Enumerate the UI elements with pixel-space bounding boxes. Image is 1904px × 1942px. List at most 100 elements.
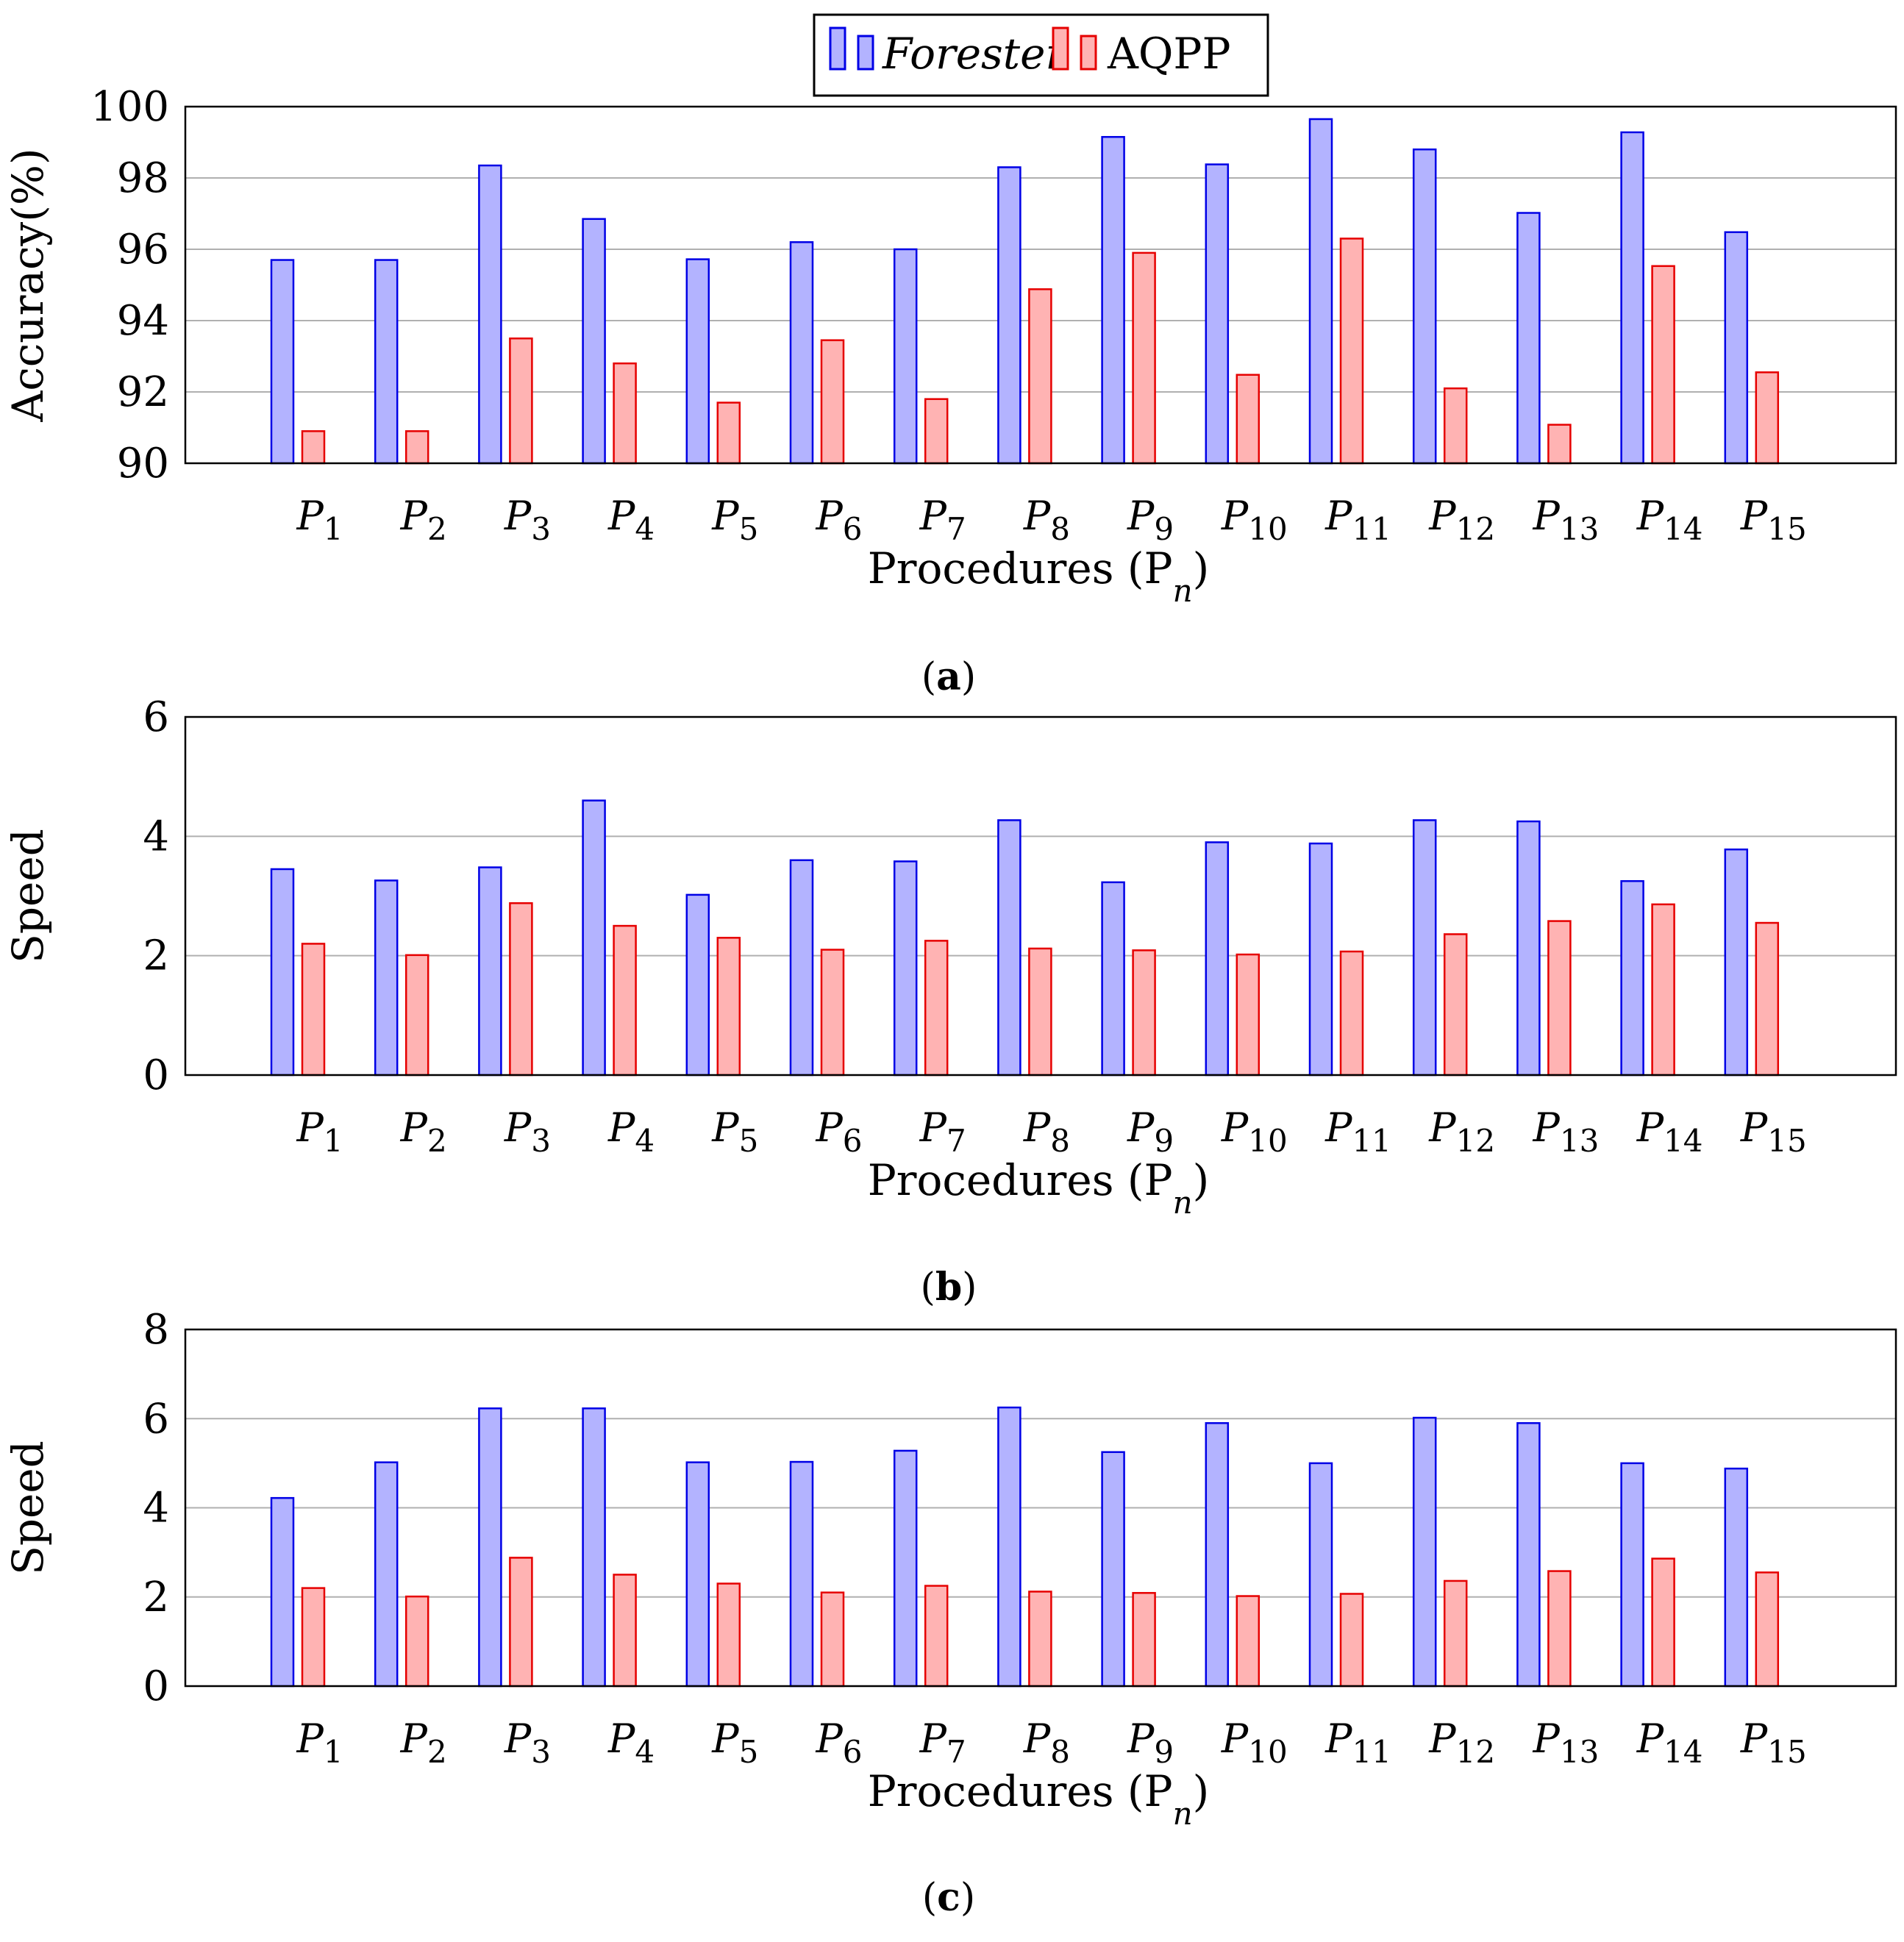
category-prefix: P [296, 493, 324, 539]
panel-a-x-category-label: P4 [607, 493, 655, 547]
category-prefix: P [1428, 1716, 1457, 1762]
category-subscript: 3 [531, 1123, 551, 1159]
category-prefix: P [296, 1104, 324, 1151]
panel-a-bar-forester-p11 [1308, 118, 1333, 465]
panel-c-x-axis-label-main: Procedures (P [868, 1766, 1173, 1816]
panel-c-x-category-label: P6 [815, 1716, 862, 1770]
panel-b-bar-aqpp-p13 [1547, 920, 1572, 1077]
panel-b-x-axis-label-sub: n [1173, 1185, 1193, 1221]
panel-b-x-category-label: P9 [1127, 1104, 1174, 1159]
panel-b-plot-frame [184, 715, 1897, 1077]
category-prefix: P [1023, 1716, 1052, 1762]
panel-b-bar-aqpp-p12 [1443, 933, 1468, 1077]
panel-b-bar-forester-p11 [1308, 842, 1333, 1077]
panel-c-bar-forester-p12 [1412, 1416, 1437, 1688]
panel-a-x-category-label: P2 [400, 493, 447, 547]
panel-a-x-category-label: P7 [919, 493, 966, 547]
panel-c-y-ticks: 0 2 4 6 8 [143, 1306, 169, 1710]
panel-a-bar-aqpp-p11 [1339, 238, 1364, 465]
category-subscript: 6 [843, 1734, 863, 1770]
category-subscript: 5 [739, 1123, 759, 1159]
panel-a-x-axis-label-main: Procedures (P [868, 543, 1173, 593]
panel-b-bars [270, 799, 1780, 1077]
category-subscript: 9 [1154, 1123, 1174, 1159]
panel-b-x-axis-label: Procedures (Pn) [868, 1155, 1210, 1221]
panel-c-bar-forester-p9 [1101, 1451, 1125, 1688]
panel-b-bar-forester-p7 [893, 860, 918, 1077]
panel-c-bar-forester-p2 [374, 1461, 399, 1688]
category-prefix: P [919, 1716, 948, 1762]
panel-c-x-category-label: P10 [1221, 1716, 1288, 1770]
panel-a-x-axis-label: Procedures (Pn) [868, 543, 1210, 609]
category-prefix: P [711, 1104, 740, 1151]
panel-a-bar-forester-p1 [270, 259, 295, 465]
category-subscript: 3 [531, 511, 551, 547]
panel-b-bar-aqpp-p4 [613, 924, 637, 1077]
category-subscript: 8 [1050, 1123, 1070, 1159]
category-subscript: 8 [1050, 511, 1070, 547]
panel-a-y-tick-label: 92 [117, 368, 169, 416]
panel-a-bar-aqpp-p14 [1651, 265, 1675, 465]
panel-b-y-tick-label: 6 [143, 693, 169, 741]
panel-a-bar-forester-p14 [1620, 131, 1644, 465]
category-subscript: 11 [1352, 1123, 1391, 1159]
category-subscript: 13 [1560, 1123, 1599, 1159]
category-prefix: P [815, 493, 844, 539]
category-prefix: P [919, 493, 948, 539]
category-prefix: P [711, 1716, 740, 1762]
category-prefix: P [1533, 493, 1561, 539]
panel-a-bar-aqpp-p8 [1028, 288, 1052, 465]
panel-b-bar-forester-p12 [1412, 819, 1437, 1077]
legend-swatch-forester-2 [857, 35, 874, 71]
panel-b-x-category-label: P5 [711, 1104, 758, 1159]
panel-a-x-axis-label-sub: n [1173, 573, 1193, 609]
panel-a-x-category-label: P11 [1324, 493, 1391, 547]
panel-b-x-category-label: P10 [1221, 1104, 1288, 1159]
panel-c-bar-forester-p5 [685, 1461, 710, 1688]
panel-b-bar-aqpp-p15 [1755, 921, 1780, 1077]
category-subscript: 7 [946, 1734, 966, 1770]
panel-b-bar-forester-p8 [997, 819, 1021, 1077]
panel-a-x-category-label: P6 [815, 493, 862, 547]
category-prefix: P [711, 493, 740, 539]
panel-b-x-category-label: P6 [815, 1104, 862, 1159]
category-subscript: 15 [1767, 511, 1806, 547]
category-prefix: P [815, 1716, 844, 1762]
panel-a-bar-aqpp-p12 [1443, 387, 1468, 465]
category-subscript: 4 [635, 1123, 655, 1159]
panel-b-x-category-label: P2 [400, 1104, 447, 1159]
panel-c-x-category-label: P9 [1127, 1716, 1174, 1770]
panel-c-bar-aqpp-p5 [716, 1582, 741, 1688]
panel-c-bar-forester-p10 [1205, 1422, 1230, 1688]
panel-b-x-category-label: P8 [1023, 1104, 1070, 1159]
panel-c-y-axis-label: Speed [3, 1441, 53, 1575]
panel-c-x-category-label: P2 [400, 1716, 447, 1770]
panel-b-bar-aqpp-p9 [1132, 949, 1156, 1077]
category-prefix: P [607, 1716, 636, 1762]
panel-c-bar-aqpp-p14 [1651, 1557, 1675, 1688]
panel-b-y-tick-label: 2 [143, 932, 169, 980]
panel-c-x-axis-label-sub: n [1173, 1796, 1193, 1832]
panel-c-x-category-label: P11 [1324, 1716, 1391, 1770]
panel-b-bar-aqpp-p1 [301, 943, 326, 1077]
panel-b-caption: (b) [921, 1265, 977, 1310]
category-prefix: P [1221, 1716, 1249, 1762]
category-prefix: P [1127, 493, 1155, 539]
category-subscript: 9 [1154, 511, 1174, 547]
panel-a-caption: (a) [921, 654, 976, 699]
panel-b-bar-forester-p15 [1724, 848, 1749, 1077]
panel-b-caption-letter: b [935, 1265, 962, 1310]
category-prefix: P [504, 493, 532, 539]
category-subscript: 5 [739, 511, 759, 547]
panel-c-bar-forester-p4 [582, 1407, 606, 1688]
legend-label-aqpp: AQPP [1107, 29, 1231, 79]
category-subscript: 11 [1352, 511, 1391, 547]
category-subscript: 2 [427, 1123, 447, 1159]
category-subscript: 1 [324, 1734, 343, 1770]
category-subscript: 4 [635, 511, 655, 547]
panel-b-x-category-label: P1 [296, 1104, 343, 1159]
panel-a-y-tick-label: 100 [90, 83, 169, 131]
panel-c-x-category-label: P4 [607, 1716, 655, 1770]
panel-b-bar-aqpp-p7 [924, 940, 949, 1077]
category-subscript: 10 [1248, 1734, 1287, 1770]
